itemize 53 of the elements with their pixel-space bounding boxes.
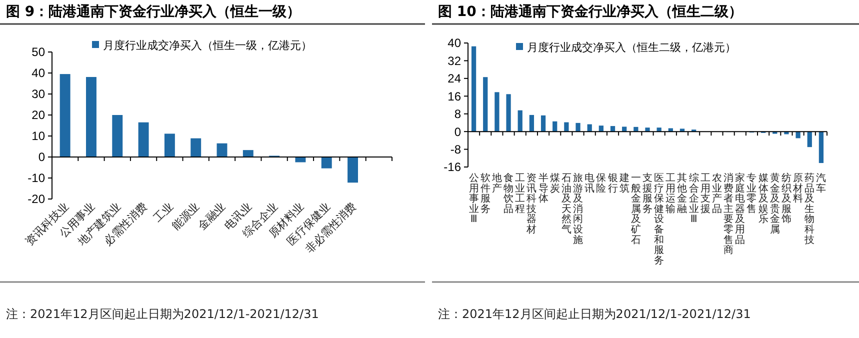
x-tick-label: 资讯科技器材 bbox=[526, 172, 537, 236]
y-tick-label: 10 bbox=[32, 129, 46, 144]
text: 注：2021年12月区间起止日期为2021/12/1-2021/12/31 bbox=[6, 307, 319, 321]
x-tick-label: 公用事业Ⅲ bbox=[468, 172, 479, 226]
x-tick-label: 保险 bbox=[596, 173, 606, 194]
x-tick-label: 工用运输 bbox=[666, 173, 676, 215]
y-tick-label: 50 bbox=[32, 45, 46, 60]
x-tick-label: 煤炭 bbox=[550, 172, 560, 194]
x-tick-label: 一般金属及矿石 bbox=[630, 173, 641, 246]
y-tick-label: -10 bbox=[28, 171, 46, 186]
chart-title: 图 10：陆港通南下资金行业净买入（恒生二级） bbox=[438, 3, 742, 20]
y-tick-label: 32 bbox=[448, 54, 462, 68]
x-tick-label: 工业工程 bbox=[515, 173, 526, 215]
legend-label: 月度行业成交净买入（恒生一级，亿港元） bbox=[103, 38, 312, 52]
y-tick-label: -16 bbox=[444, 160, 462, 174]
x-tick-label: 专业零售 bbox=[746, 172, 757, 215]
x-tick-label: 农业产品 bbox=[712, 173, 722, 215]
x-tick-label: 地产 bbox=[490, 172, 502, 194]
x-tick-label: 旅游及消闲设施 bbox=[573, 172, 584, 246]
y-tick-label: 20 bbox=[32, 108, 46, 122]
y-tick-label: 30 bbox=[32, 87, 46, 102]
x-tick-label: 汽车 bbox=[816, 172, 826, 194]
chart-title: 图 9：陆港通南下资金行业净买入（恒生一级） bbox=[6, 3, 301, 20]
y-tick-label: 16 bbox=[448, 89, 462, 104]
x-tick-label: 药品及生物科技 bbox=[804, 172, 815, 246]
legend-label: 月度行业成交净买入（恒生二级，亿港元） bbox=[527, 40, 736, 54]
x-tick-label: 纺织及服饰 bbox=[780, 172, 792, 226]
y-tick-label: 0 bbox=[38, 150, 46, 164]
x-tick-label: 其他金融 bbox=[677, 172, 688, 215]
y-tick-label: 40 bbox=[448, 36, 462, 50]
y-tick-label: 0 bbox=[454, 124, 462, 139]
y-tick-label: 40 bbox=[32, 66, 46, 80]
x-tick-label: 家庭电器及用品 bbox=[735, 172, 746, 246]
text: 注：2021年12月区间起止日期为2021/12/1-2021/12/31 bbox=[438, 307, 751, 321]
x-tick-label: 建筑 bbox=[618, 172, 630, 194]
x-tick-label: 银行 bbox=[606, 173, 618, 194]
y-tick-label: 24 bbox=[448, 72, 462, 86]
x-tick-label: 工用支援 bbox=[700, 173, 710, 215]
y-tick-label: -20 bbox=[28, 192, 46, 206]
x-tick-label: 半导体 bbox=[538, 172, 548, 205]
x-tick-label: 黄金及贵金属 bbox=[770, 172, 780, 236]
x-tick-label: 电讯 bbox=[584, 172, 595, 194]
x-tick-label: 石油及天然气 bbox=[561, 173, 572, 236]
y-tick-label: -8 bbox=[450, 142, 462, 156]
x-tick-label: 软件服务 bbox=[480, 172, 490, 215]
x-tick-label: 食物饮品 bbox=[502, 172, 514, 215]
x-tick-label: 消费者主要零售商 bbox=[724, 172, 734, 256]
y-tick-label: 8 bbox=[454, 107, 462, 122]
category-label: 医疗保健设备和服务 bbox=[654, 173, 664, 266]
x-tick-label: 原材料 bbox=[792, 173, 804, 205]
x-tick-label: 媒体及娱乐 bbox=[758, 173, 768, 226]
x-tick-label: 支援服务 bbox=[642, 172, 652, 215]
x-tick-label: 综合企业Ⅲ bbox=[688, 172, 699, 226]
